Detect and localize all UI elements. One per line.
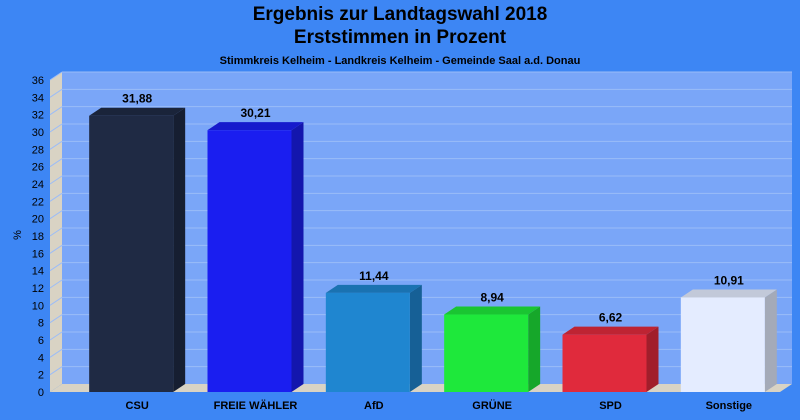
bar-4 (562, 334, 647, 392)
gridline-depth (49, 262, 63, 272)
bar-value-label: 10,91 (714, 273, 744, 287)
bar-value-label: 8,94 (480, 291, 504, 305)
gridline-depth (49, 279, 63, 289)
bar-value-label: 11,44 (359, 269, 389, 283)
y-tick-label: 0 (38, 387, 44, 399)
y-tick-label: 4 (38, 352, 44, 364)
gridline-depth (49, 123, 63, 133)
x-tick-label: SPD (599, 400, 622, 412)
y-tick-label: 28 (32, 144, 44, 156)
bar-side (291, 122, 304, 393)
x-tick-label: FREIE WÄHLER (214, 399, 298, 412)
gridline-depth (49, 296, 63, 306)
x-tick-label: AfD (364, 400, 384, 412)
chart-title: Ergebnis zur Landtagswahl 2018 (252, 4, 548, 25)
y-tick-label: 26 (32, 162, 44, 174)
y-tick-label: 32 (32, 110, 44, 122)
bar-side (764, 289, 777, 392)
y-tick-label: 12 (32, 283, 44, 295)
gridline-depth (49, 227, 63, 237)
x-tick-label: GRÜNE (472, 399, 512, 412)
gridline-depth (49, 158, 63, 168)
bar-top (680, 289, 777, 298)
chart-caption: Stimmkreis Kelheim - Landkreis Kelheim -… (219, 55, 581, 67)
gridline-depth (49, 192, 63, 202)
chart-subtitle: Erststimmen in Prozent (293, 27, 507, 48)
y-tick-label: 14 (32, 266, 44, 278)
y-tick-label: 10 (32, 300, 44, 312)
y-tick-label: 22 (32, 196, 44, 208)
x-tick-label: Sonstige (706, 400, 752, 412)
bar-3 (444, 314, 529, 392)
y-tick-label: 20 (32, 214, 44, 226)
gridline-depth (49, 140, 63, 150)
y-tick-label: 8 (38, 318, 44, 330)
gridline-depth (49, 71, 63, 81)
bar-top (444, 306, 541, 315)
x-tick-label: CSU (126, 400, 149, 412)
gridline-depth (49, 175, 63, 185)
bar-side (646, 326, 659, 392)
bar-value-label: 31,88 (122, 92, 152, 106)
gridline-depth (49, 314, 63, 324)
y-tick-label: 24 (32, 179, 44, 191)
bar-top (325, 284, 422, 293)
bar-top (562, 326, 659, 335)
y-tick-label: 6 (38, 335, 44, 347)
gridline-depth (49, 244, 63, 254)
gridline-depth (49, 210, 63, 220)
gridline-depth (49, 366, 63, 376)
bar-1 (207, 130, 292, 392)
gridline-depth (49, 88, 63, 98)
y-tick-label: 30 (32, 127, 44, 139)
y-tick-label: 16 (32, 248, 44, 260)
bar-top (207, 122, 304, 131)
bar-5 (680, 297, 765, 392)
bar-side (409, 284, 422, 392)
bar-value-label: 6,62 (599, 311, 623, 325)
bar-side (528, 306, 541, 392)
bar-0 (89, 115, 174, 392)
y-tick-label: 36 (32, 75, 44, 87)
bar-value-label: 30,21 (240, 106, 270, 120)
bar-top (89, 107, 186, 116)
y-axis-label: % (12, 230, 24, 240)
y-tick-label: 34 (32, 92, 44, 104)
bar-side (173, 107, 186, 392)
bar-2 (325, 292, 410, 392)
gridline-depth (49, 331, 63, 341)
y-tick-label: 2 (38, 370, 44, 382)
gridline-depth (49, 106, 63, 116)
y-tick-label: 18 (32, 231, 44, 243)
gridline-depth (49, 348, 63, 358)
